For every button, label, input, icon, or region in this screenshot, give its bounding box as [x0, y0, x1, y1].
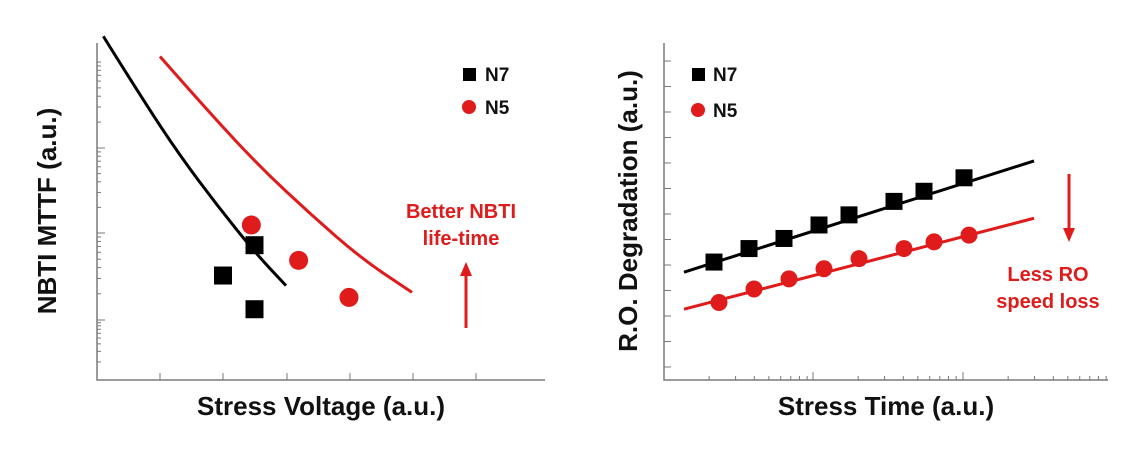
- left-point-n5-3: [339, 287, 359, 307]
- right-point-n5-1: [710, 293, 728, 311]
- left-point-n5-1: [241, 215, 261, 235]
- annotation-less-line1: Less RO: [1007, 264, 1088, 286]
- annotation-better-line1: Better NBTI: [406, 201, 516, 223]
- left-annotation: Better NBTI life-time: [406, 201, 516, 328]
- right-point-n5-7: [925, 233, 943, 251]
- right-point-n7-4: [810, 216, 828, 234]
- annotation-better-line2: life-time: [423, 228, 500, 250]
- right-point-n7-2: [740, 240, 758, 258]
- right-x-axis-label: Stress Time (a.u.): [778, 391, 994, 421]
- right-point-n5-8: [960, 226, 978, 244]
- right-legend-n5-marker: [691, 103, 705, 117]
- left-data-points: [214, 215, 359, 319]
- right-legend-n7-label: N7: [713, 65, 737, 86]
- left-legend: N7 N5: [462, 65, 510, 119]
- right-legend-n5-label: N5: [713, 101, 738, 122]
- left-y-ticks: [97, 61, 105, 381]
- left-legend-n7-label: N7: [485, 65, 509, 86]
- right-legend-n7-marker: [692, 68, 705, 81]
- right-point-n5-6: [895, 240, 913, 258]
- down-arrow-icon: [1063, 174, 1075, 242]
- right-point-n5-5: [850, 250, 868, 268]
- left-point-n7-3: [245, 300, 264, 319]
- left-legend-n5-label: N5: [485, 98, 510, 119]
- left-legend-n7-marker: [463, 68, 476, 81]
- left-x-axis-label: Stress Voltage (a.u.): [197, 391, 445, 421]
- right-y-axis-label: R.O. Degradation (a.u.): [613, 70, 643, 352]
- right-axes: [663, 43, 1108, 381]
- right-point-n7-5: [840, 206, 858, 224]
- right-point-n5-2: [745, 280, 763, 298]
- right-x-ticks: [708, 372, 1107, 380]
- up-arrow-icon: [460, 262, 472, 328]
- right-annotation: Less RO speed loss: [996, 174, 1100, 313]
- right-point-n7-3: [775, 229, 793, 247]
- right-point-n7-7: [915, 182, 933, 200]
- right-y-ticks: [664, 60, 671, 368]
- right-point-n5-3: [780, 270, 798, 288]
- right-panel: Stress Time (a.u.) R.O. Degradation (a.u…: [613, 43, 1108, 421]
- right-fit-lines: [683, 159, 1035, 311]
- left-legend-n5-marker: [462, 100, 476, 114]
- left-panel: Stress Voltage (a.u.) NBTI MTTF (a.u.) N…: [32, 35, 545, 421]
- left-fit-n5: [158, 55, 413, 294]
- annotation-less-line2: speed loss: [996, 291, 1099, 313]
- left-point-n5-2: [289, 250, 309, 270]
- left-point-n7-1: [245, 236, 264, 255]
- right-point-n7-1: [705, 253, 723, 271]
- right-point-n7-6: [885, 192, 903, 210]
- left-x-ticks: [159, 373, 477, 380]
- right-data-points: [705, 169, 978, 311]
- left-y-axis-label: NBTI MTTF (a.u.): [32, 108, 62, 315]
- right-point-n5-4: [815, 260, 833, 278]
- left-point-n7-2: [214, 266, 232, 285]
- right-legend: N7 N5: [691, 65, 738, 122]
- right-point-n7-8: [955, 169, 973, 187]
